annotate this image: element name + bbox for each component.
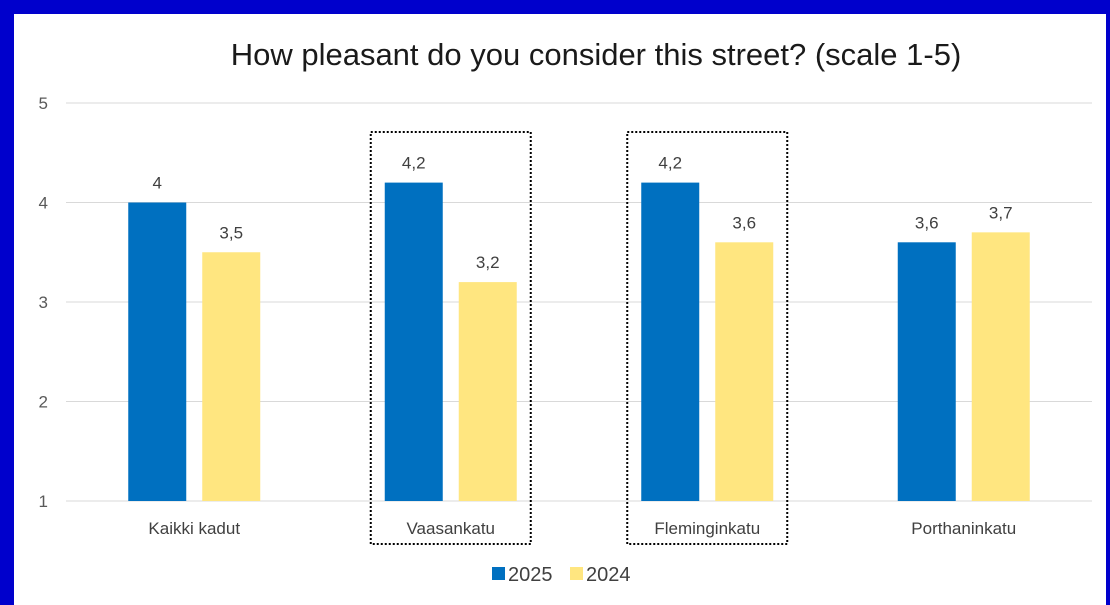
legend-label: 2024: [586, 564, 631, 586]
data-label: 3,7: [989, 203, 1013, 222]
chart-panel: How pleasant do you consider this street…: [14, 14, 1106, 605]
legend-swatch-2024: [570, 567, 583, 580]
bar-2024: [202, 252, 260, 501]
y-tick-label: 3: [39, 293, 48, 312]
legend-label: 2025: [508, 564, 553, 586]
data-label: 4: [153, 174, 162, 193]
y-axis-ticks: 1 2 3 4 5: [39, 94, 48, 511]
bar-2024: [715, 242, 773, 501]
y-tick-label: 5: [39, 94, 48, 113]
bar-2025: [898, 242, 956, 501]
y-tick-label: 1: [39, 492, 48, 511]
bars: [128, 183, 1030, 501]
bar-2024: [459, 282, 517, 501]
data-label: 4,2: [402, 154, 426, 173]
y-tick-label: 4: [39, 194, 48, 213]
data-label: 4,2: [658, 154, 682, 173]
chart-title: How pleasant do you consider this street…: [231, 37, 962, 72]
data-label: 3,2: [476, 253, 500, 272]
category-label: Porthaninkatu: [911, 519, 1016, 538]
y-tick-label: 2: [39, 393, 48, 412]
bar-2025: [128, 203, 186, 502]
data-labels: 4 4,2 4,2 3,6 3,5 3,2 3,6 3,7: [153, 154, 1013, 273]
category-label: Vaasankatu: [406, 519, 495, 538]
bar-2025: [641, 183, 699, 501]
bar-2024: [972, 232, 1030, 501]
bar-2025: [385, 183, 443, 501]
bar-chart: How pleasant do you consider this street…: [14, 14, 1106, 605]
data-label: 3,5: [219, 223, 243, 242]
category-labels: Kaikki kadut Vaasankatu Fleminginkatu Porth…: [148, 519, 1016, 538]
data-label: 3,6: [732, 213, 756, 232]
legend-swatch-2025: [492, 567, 505, 580]
data-label: 3,6: [915, 213, 939, 232]
category-label: Fleminginkatu: [654, 519, 760, 538]
legend: 2025 2024: [492, 564, 631, 586]
category-label: Kaikki kadut: [148, 519, 240, 538]
